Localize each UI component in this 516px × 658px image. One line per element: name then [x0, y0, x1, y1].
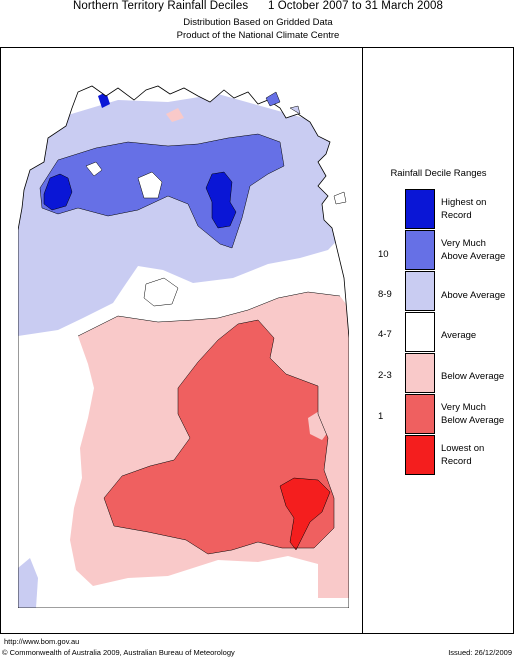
legend-label-line1: Highest on: [441, 197, 487, 208]
footer-url: http://www.bom.gov.au: [4, 637, 80, 646]
legend-title: Rainfall Decile Ranges: [390, 168, 487, 179]
legend-range: 1: [378, 411, 384, 422]
footer-copyright: © Commonwealth of Australia 2009, Austra…: [2, 648, 235, 657]
legend-label: Above Average: [441, 289, 513, 302]
lowest-on-record-region: [280, 478, 330, 550]
legend-label: Average: [441, 329, 513, 342]
legend-label-line1: Very Much: [441, 238, 486, 249]
legend-label-line1: Average: [441, 330, 477, 341]
highest-on-record-region-west: [44, 174, 72, 210]
legend-label-line2: Above Average: [441, 251, 506, 262]
legend-swatch: [405, 394, 435, 434]
legend-label-line2: Record: [441, 210, 472, 221]
legend-range: 2-3: [378, 370, 392, 381]
legend-range: 4-7: [378, 329, 392, 340]
map-frame: [0, 47, 514, 634]
legend-label-line1: Below Average: [441, 371, 505, 382]
legend-swatch: [405, 435, 435, 475]
very-much-below-average-region: [104, 320, 334, 554]
legend-label: Very Much Below Average: [441, 401, 513, 427]
legend-swatch: [405, 312, 435, 352]
legend-swatch: [405, 230, 435, 270]
legend-label-line2: Below Average: [441, 415, 505, 426]
legend-label-line1: Above Average: [441, 290, 506, 301]
legend-label: Highest on Record: [441, 196, 513, 222]
legend-label-line1: Very Much: [441, 402, 486, 413]
highest-on-record-region-east: [206, 172, 236, 228]
legend-range: 8-9: [378, 289, 392, 300]
footer-issued-date: Issued: 26/12/2009: [448, 648, 512, 657]
map-title: Northern Territory Rainfall Deciles 1 Oc…: [72, 0, 444, 12]
legend-swatch: [405, 271, 435, 311]
map-subtitle-distribution: Distribution Based on Gridded Data: [183, 17, 333, 28]
rainfall-decile-map: [18, 85, 349, 608]
legend-divider: [362, 47, 363, 634]
legend-label-line1: Lowest on: [441, 443, 485, 454]
legend-label: Below Average: [441, 370, 513, 383]
legend-range: 10: [378, 249, 389, 260]
legend-label: Very Much Above Average: [441, 237, 513, 263]
legend-label: Lowest on Record: [441, 442, 513, 468]
legend-label-line2: Record: [441, 456, 472, 467]
legend-swatch: [405, 353, 435, 393]
legend-swatch: [405, 189, 435, 229]
map-subtitle-product: Product of the National Climate Centre: [176, 30, 340, 41]
